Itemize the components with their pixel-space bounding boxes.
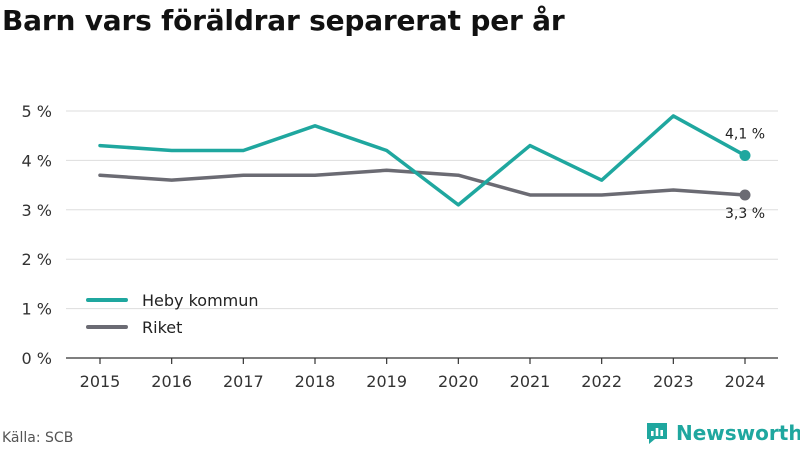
x-tick-label-2020: 2020	[438, 372, 479, 391]
brand-name: Newsworthy	[676, 421, 800, 445]
y-tick-label-2: 2 %	[22, 250, 52, 269]
series-line-riket	[98, 168, 747, 197]
x-tick-label-2019: 2019	[366, 372, 407, 391]
x-tick-label-2022: 2022	[581, 372, 622, 391]
y-tick-label-0: 0 %	[22, 349, 52, 368]
x-tick-label-2017: 2017	[223, 372, 264, 391]
y-axis-ticks: 0 % 1 % 2 % 3 % 4 % 5 %	[22, 102, 52, 368]
end-labels: 4,1 % 3,3 %	[725, 126, 765, 222]
legend-label-riket: Riket	[142, 318, 182, 337]
x-tick-label-2016: 2016	[151, 372, 192, 391]
y-tick-label-4: 4 %	[22, 151, 52, 170]
end-label-heby-kommun: 4,1 %	[725, 126, 765, 142]
legend-label-heby-kommun: Heby kommun	[142, 291, 259, 310]
brand-logo: Newsworthy	[644, 420, 800, 446]
x-tick-label-2015: 2015	[80, 372, 121, 391]
x-tick-label-2024: 2024	[725, 372, 766, 391]
source-note: Källa: SCB	[2, 430, 74, 446]
series-lines	[98, 114, 751, 207]
end-label-riket: 3,3 %	[725, 206, 765, 222]
x-tick-label-2021: 2021	[510, 372, 551, 391]
series-end-point-riket	[739, 189, 751, 201]
x-axis: 2015 2016 2017 2018 2019 2020 2021 2022 2023 2024	[66, 357, 778, 391]
newsworthy-logo-icon	[647, 423, 667, 444]
legend: Heby kommun Riket	[86, 291, 259, 337]
chart-title: Barn vars föräldrar separerat per år	[2, 4, 565, 37]
x-tick-label-2018: 2018	[295, 372, 336, 391]
y-tick-label-5: 5 %	[22, 102, 52, 121]
x-tick-label-2023: 2023	[653, 372, 694, 391]
grid-lines	[66, 110, 778, 310]
y-tick-label-1: 1 %	[22, 300, 52, 319]
series-line-heby-kommun	[98, 114, 747, 207]
y-tick-label-3: 3 %	[22, 201, 52, 220]
series-end-point-heby-kommun	[739, 149, 751, 161]
